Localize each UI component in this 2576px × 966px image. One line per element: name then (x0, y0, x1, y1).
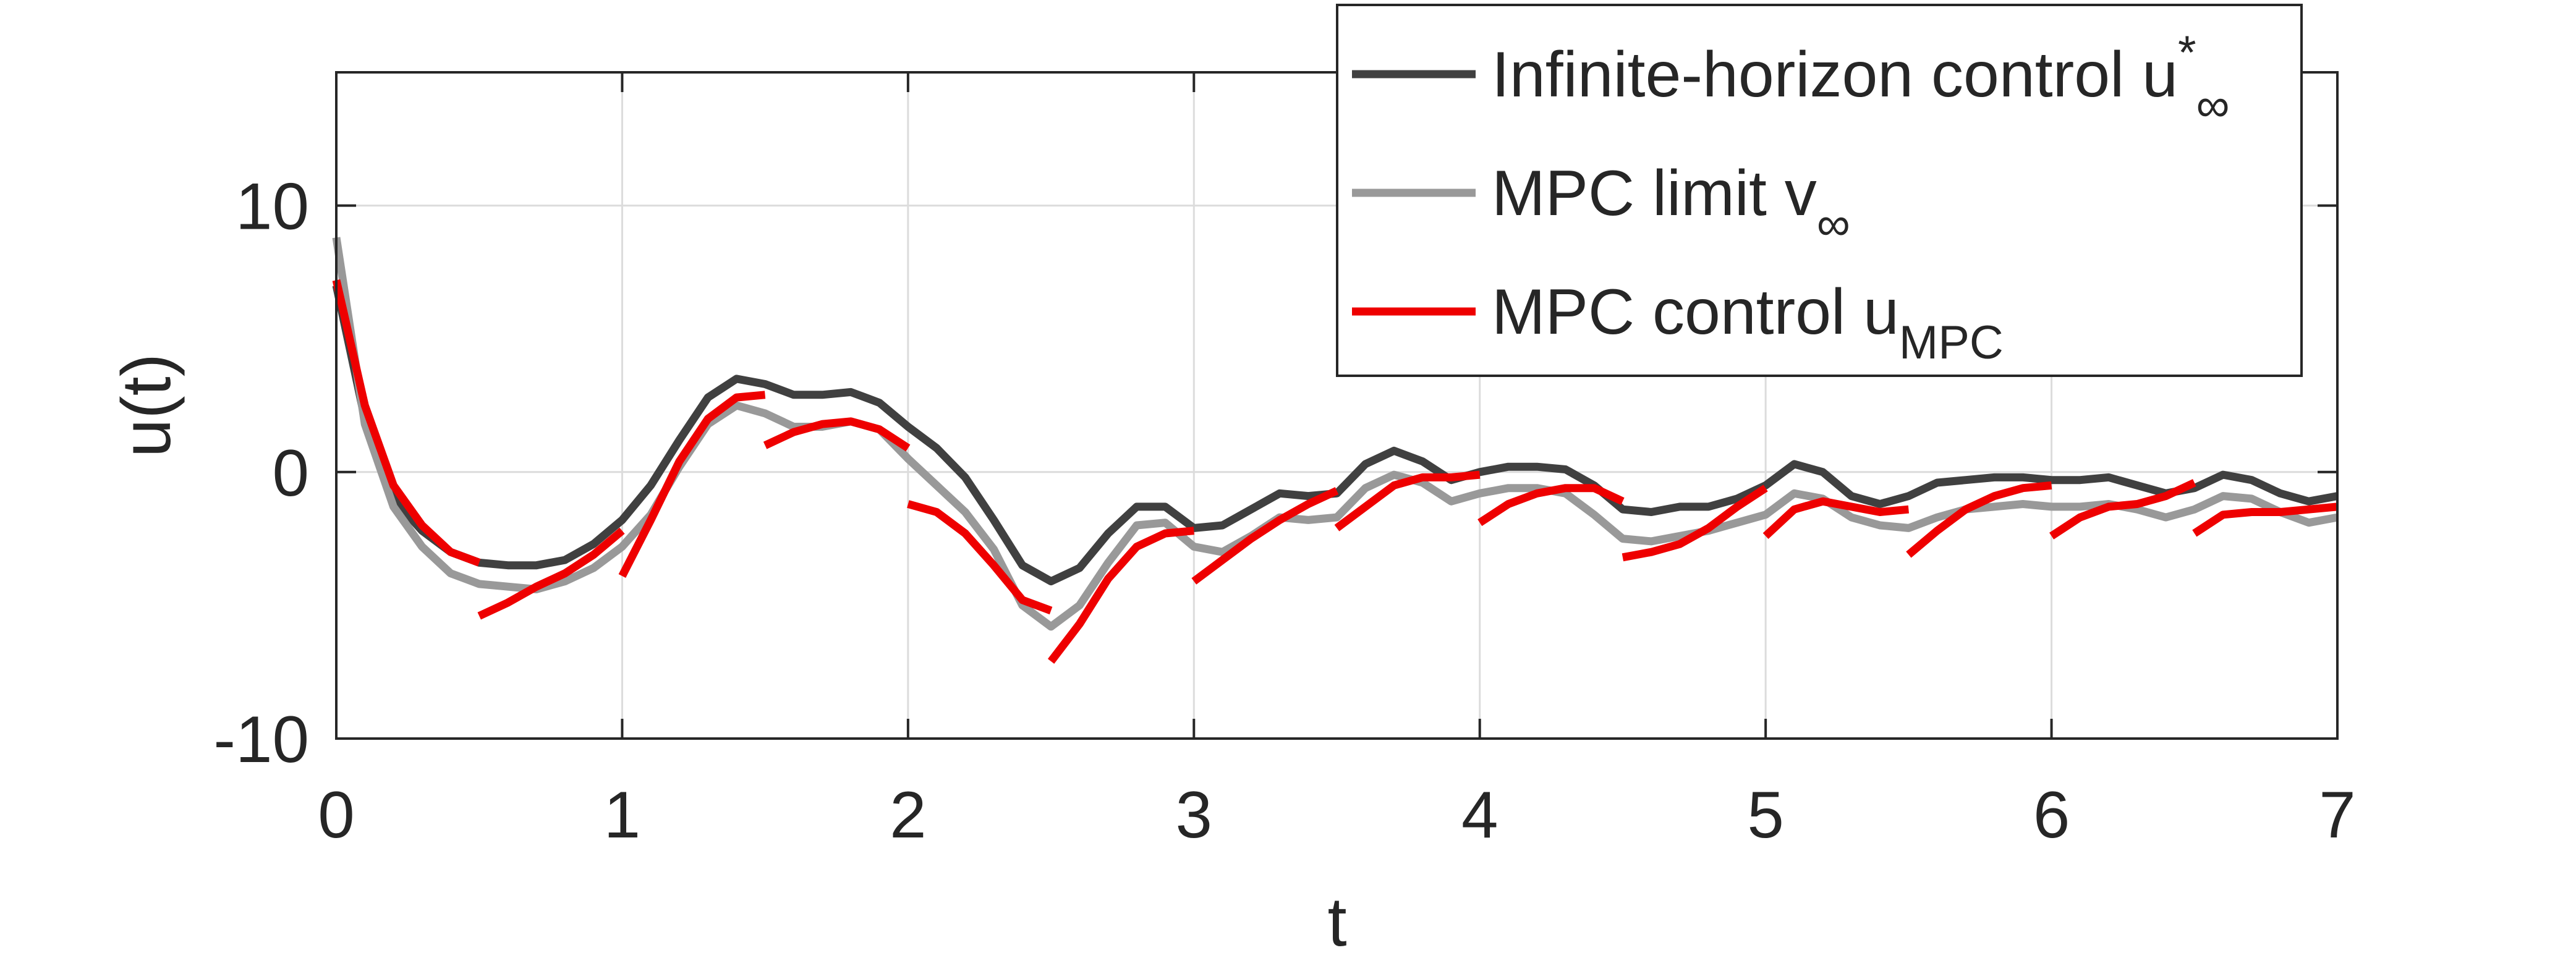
legend-text-part: ∞ (1817, 198, 1850, 250)
y-tick-label: 10 (236, 169, 309, 244)
legend-text-part: * (2178, 27, 2196, 79)
x-tick-label: 3 (1176, 777, 1213, 852)
x-tick-label: 0 (318, 777, 355, 852)
legend-text-part: MPC (1899, 316, 2004, 369)
y-axis-label: u(t) (108, 354, 185, 457)
x-tick-label: 1 (604, 777, 641, 852)
legend-box (1336, 4, 2303, 377)
x-axis-label: t (1327, 883, 1346, 960)
x-tick-label: 5 (1747, 777, 1784, 852)
x-tick-label: 6 (2033, 777, 2070, 852)
legend-text-part: MPC limit v (1492, 158, 1817, 229)
legend-label: MPC control uMPC (1492, 276, 2004, 369)
y-tick-label: 0 (272, 436, 309, 510)
series-line (332, 279, 2338, 664)
x-tick-label: 7 (2319, 777, 2356, 852)
legend-text-part: MPC control u (1492, 276, 1899, 348)
legend-text-part: Infinite-horizon control u (1492, 39, 2178, 111)
legend-label: MPC limit v∞ (1492, 158, 1850, 250)
legend-text-part: ∞ (2196, 79, 2230, 132)
y-tick-label: -10 (213, 702, 309, 776)
x-tick-label: 4 (1461, 777, 1498, 852)
legend-label: Infinite-horizon control u*∞ (1492, 27, 2230, 132)
x-tick-label: 2 (890, 777, 927, 852)
